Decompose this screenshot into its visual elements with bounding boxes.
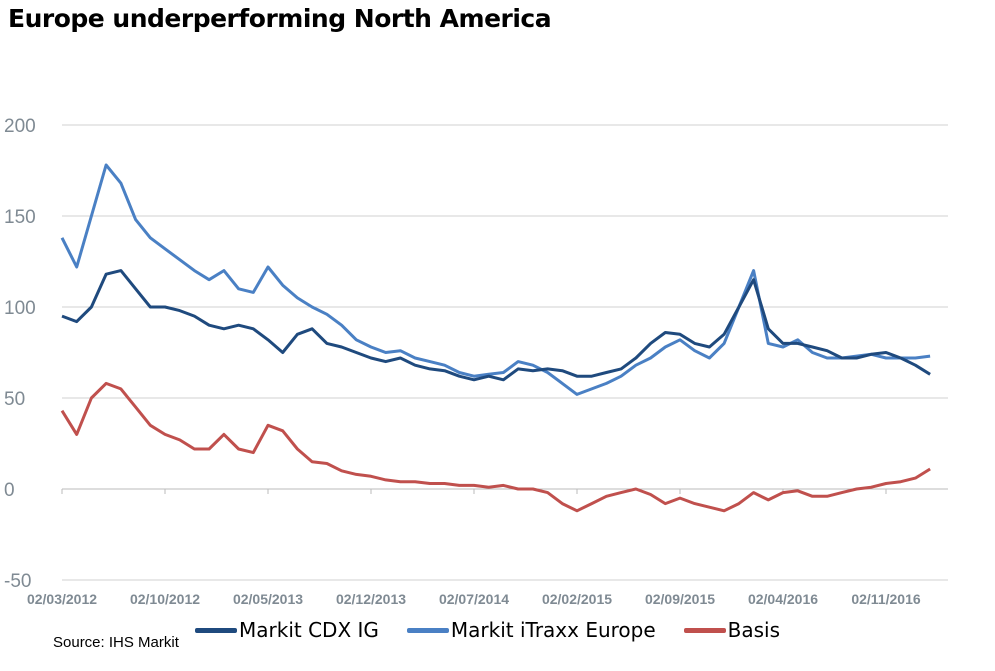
legend-label: Markit CDX IG bbox=[239, 618, 379, 642]
chart-title: Europe underperforming North America bbox=[8, 4, 552, 33]
legend-label: Markit iTraxx Europe bbox=[450, 618, 656, 642]
x-tick-label: 02/07/2014 bbox=[439, 591, 509, 607]
x-tick-label: 02/09/2015 bbox=[645, 591, 715, 607]
y-tick-label: -50 bbox=[4, 571, 31, 592]
x-tick-label: 02/12/2013 bbox=[336, 591, 406, 607]
x-tick-label: 02/11/2016 bbox=[851, 591, 921, 607]
legend-item-cdx: Markit CDX IG bbox=[195, 618, 379, 642]
legend-item-basis: Basis bbox=[683, 618, 781, 642]
x-tick-label: 02/10/2012 bbox=[130, 591, 200, 607]
legend-swatch bbox=[406, 627, 449, 633]
y-tick-label: 0 bbox=[4, 480, 15, 501]
x-tick-label: 02/02/2015 bbox=[542, 591, 612, 607]
itraxx-europe-line bbox=[60, 163, 931, 396]
y-tick-label: 100 bbox=[4, 298, 36, 319]
source-note: Source: IHS Markit bbox=[53, 634, 179, 651]
x-tick-label: 02/04/2016 bbox=[748, 591, 818, 607]
legend-item-itraxx: Markit iTraxx Europe bbox=[406, 618, 656, 642]
basis-line bbox=[60, 381, 931, 513]
x-tick-label: 02/03/2012 bbox=[27, 591, 97, 607]
y-tick-label: 50 bbox=[4, 389, 25, 410]
legend-swatch bbox=[683, 627, 726, 633]
legend-swatch bbox=[195, 627, 237, 633]
y-tick-label: 200 bbox=[4, 116, 36, 137]
cdx-ig-line bbox=[61, 269, 931, 382]
x-tick-label: 02/05/2013 bbox=[233, 591, 303, 607]
legend: Markit CDX IG Markit iTraxx Europe Basis bbox=[195, 618, 780, 642]
legend-label: Basis bbox=[727, 618, 781, 642]
y-tick-label: 150 bbox=[4, 207, 36, 228]
